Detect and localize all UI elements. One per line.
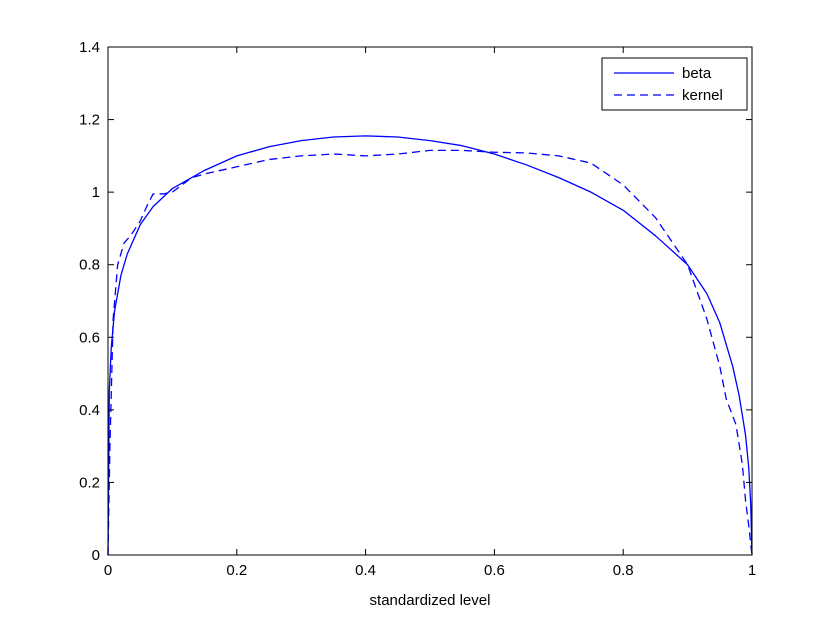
legend: beta kernel xyxy=(601,57,748,111)
y-tick-label: 0.8 xyxy=(79,257,100,274)
y-tick-label: 0.2 xyxy=(79,474,100,491)
x-tick-label: 0 xyxy=(104,562,112,579)
legend-items: beta kernel xyxy=(614,65,723,104)
x-axis-ticks: 0 0.2 0.4 0.6 0.8 1 xyxy=(104,47,756,579)
plot-frame xyxy=(107,46,753,556)
x-tick-label: 0.8 xyxy=(613,562,634,579)
y-tick-label: 0.4 xyxy=(79,402,100,419)
series-line-kernel xyxy=(107,149,753,556)
y-tick-label: 1.4 xyxy=(79,39,100,56)
y-axis-ticks: 0 0.2 0.4 0.6 0.8 1 1.2 1.4 xyxy=(79,39,752,564)
y-tick-label: 0.6 xyxy=(79,329,100,346)
series-line-beta xyxy=(107,135,753,556)
y-tick-label: 0 xyxy=(92,547,100,564)
y-tick-label: 1.2 xyxy=(79,112,100,129)
plot-lines xyxy=(107,135,753,556)
x-tick-label: 1 xyxy=(748,562,756,579)
y-tick-label: 1 xyxy=(92,184,100,201)
legend-label-beta: beta xyxy=(682,65,712,82)
x-tick-label: 0.2 xyxy=(226,562,247,579)
legend-label-kernel: kernel xyxy=(682,87,723,104)
legend-box xyxy=(601,57,748,111)
x-tick-label: 0.4 xyxy=(355,562,376,579)
x-tick-label: 0.6 xyxy=(484,562,505,579)
x-axis-label: standardized level xyxy=(370,592,491,609)
